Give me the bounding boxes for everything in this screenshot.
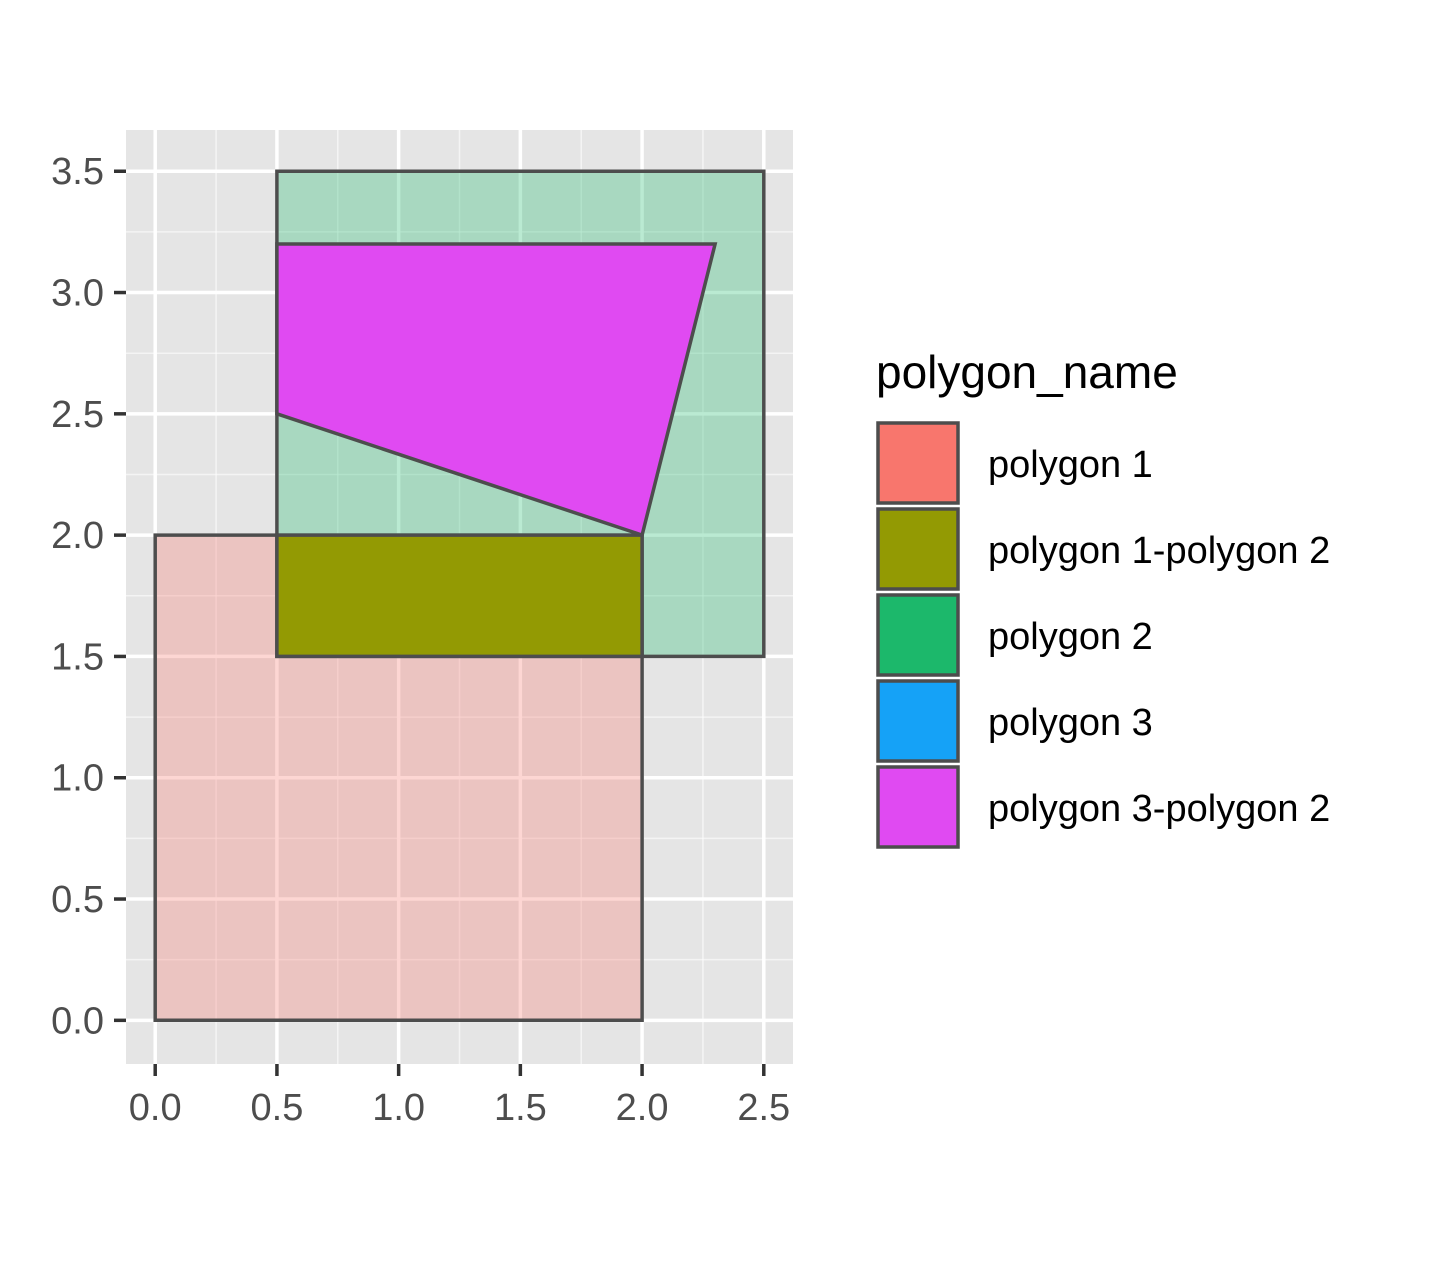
y-tick-label: 2.0: [51, 515, 104, 557]
legend-key-label: polygon 1: [988, 444, 1153, 486]
y-tick-label: 1.5: [51, 636, 104, 678]
x-tick-label: 0.5: [251, 1087, 304, 1129]
x-tick-label: 1.5: [494, 1087, 547, 1129]
x-tick-label: 2.5: [737, 1087, 790, 1129]
legend-key-label: polygon 3-polygon 2: [988, 788, 1330, 830]
legend-key-label: polygon 3: [988, 702, 1153, 744]
legend-title: polygon_name: [876, 346, 1178, 398]
polygon-layer: [153, 169, 766, 1023]
legend-key-swatch: [876, 421, 960, 505]
legend-key-label: polygon 1-polygon 2: [988, 530, 1330, 572]
y-tick-label: 1.0: [51, 758, 104, 800]
legend-key-swatch: [876, 679, 960, 763]
y-tick-label: 3.0: [51, 273, 104, 315]
y-tick-label: 0.5: [51, 879, 104, 921]
legend-key-swatch: [876, 507, 960, 591]
legend-key-swatch: [876, 593, 960, 677]
x-axis: 0.0 0.5 1.0 1.5 2.0 2.5: [129, 1064, 790, 1129]
x-tick-label: 2.0: [616, 1087, 669, 1129]
y-axis: 0.0 0.5 1.0 1.5 2.0 2.5 3.0 3.5: [51, 151, 126, 1042]
legend-key-label: polygon 2: [988, 616, 1153, 658]
y-tick-label: 0.0: [51, 1000, 104, 1042]
polygon-polygon-1-polygon-2: [275, 533, 644, 659]
x-tick-label: 1.0: [372, 1087, 425, 1129]
y-tick-label: 3.5: [51, 151, 104, 193]
polygon-polygon-3-polygon-2: [275, 242, 718, 538]
legend-key-swatch: [876, 765, 960, 849]
y-tick-label: 2.5: [51, 394, 104, 436]
x-tick-label: 0.0: [129, 1087, 182, 1129]
legend: polygon_name polygon 1 polygon 1-polygon …: [876, 346, 1330, 849]
